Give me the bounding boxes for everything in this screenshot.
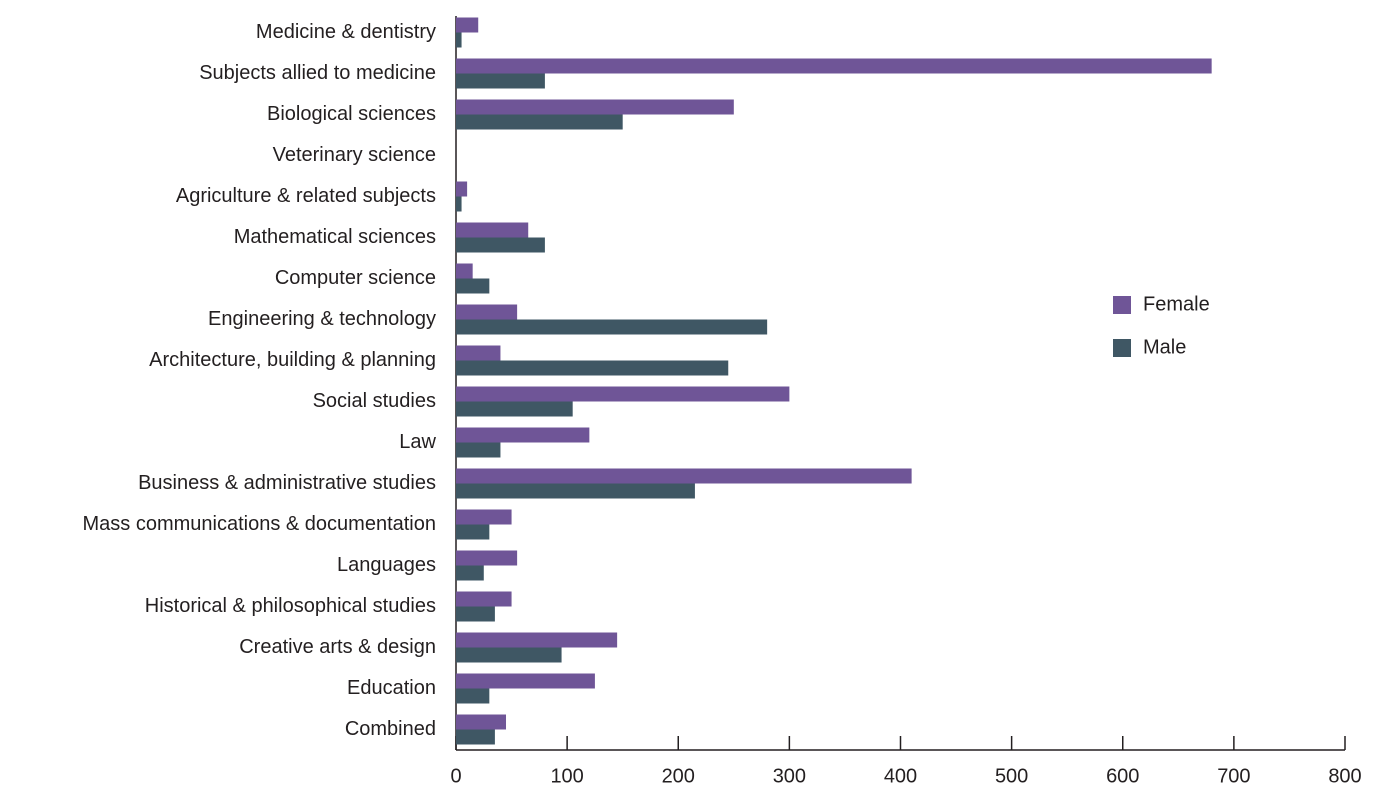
bar [456, 483, 695, 499]
x-tick-label: 400 [884, 765, 917, 787]
bar [456, 222, 529, 238]
bar [456, 345, 501, 361]
y-tick-label: Mathematical sciences [234, 226, 436, 248]
bar [456, 360, 729, 376]
bar [456, 565, 484, 581]
bar [456, 688, 490, 704]
y-tick-label: Creative arts & design [239, 636, 436, 658]
y-tick-label: Agriculture & related subjects [176, 185, 436, 207]
bar [456, 263, 473, 279]
bar [456, 647, 562, 663]
y-tick-label: Biological sciences [267, 103, 436, 125]
y-tick-label: Architecture, building & planning [149, 349, 436, 371]
bar [456, 304, 518, 320]
y-tick-label: Historical & philosophical studies [145, 595, 436, 617]
bar [456, 509, 512, 525]
x-tick-label: 300 [773, 765, 806, 787]
x-tick-label: 700 [1217, 765, 1250, 787]
y-tick-label: Subjects allied to medicine [199, 62, 436, 84]
bar [456, 468, 912, 484]
x-tick-label: 800 [1328, 765, 1361, 787]
y-tick-label: Combined [345, 718, 436, 740]
bar [456, 427, 590, 443]
legend-swatch [1113, 296, 1131, 314]
x-tick-label: 200 [662, 765, 695, 787]
y-tick-label: Law [399, 431, 436, 453]
bar [456, 99, 734, 115]
y-tick-label: Languages [337, 554, 436, 576]
bar [456, 401, 573, 417]
bar [456, 442, 501, 458]
bar [456, 550, 518, 566]
y-tick-label: Social studies [313, 390, 436, 412]
x-tick-label: 600 [1106, 765, 1139, 787]
x-tick-label: 100 [550, 765, 583, 787]
bar [456, 729, 495, 745]
bar [456, 196, 462, 212]
bar [456, 673, 595, 689]
bar [456, 17, 479, 33]
bar [456, 181, 468, 197]
y-tick-label: Education [347, 677, 436, 699]
y-tick-label: Mass communications & documentation [83, 513, 437, 535]
bar [456, 278, 490, 294]
y-tick-label: Medicine & dentistry [256, 21, 436, 43]
bar [456, 386, 790, 402]
bar [456, 114, 623, 130]
bar [456, 319, 768, 335]
x-tick-label: 500 [995, 765, 1028, 787]
y-tick-label: Engineering & technology [208, 308, 436, 330]
bar [456, 606, 495, 622]
y-tick-label: Business & administrative studies [138, 472, 436, 494]
legend-swatch [1113, 339, 1131, 357]
x-tick-label: 0 [450, 765, 461, 787]
bar [456, 58, 1212, 74]
bar [456, 632, 618, 648]
bar [456, 524, 490, 540]
bar [456, 73, 545, 89]
bar [456, 32, 462, 48]
bar [456, 237, 545, 253]
y-tick-label: Computer science [275, 267, 436, 289]
bar [456, 591, 512, 607]
y-tick-label: Veterinary science [273, 144, 436, 166]
bar [456, 714, 507, 730]
legend-label: Female [1143, 293, 1210, 315]
legend-label: Male [1143, 336, 1186, 358]
